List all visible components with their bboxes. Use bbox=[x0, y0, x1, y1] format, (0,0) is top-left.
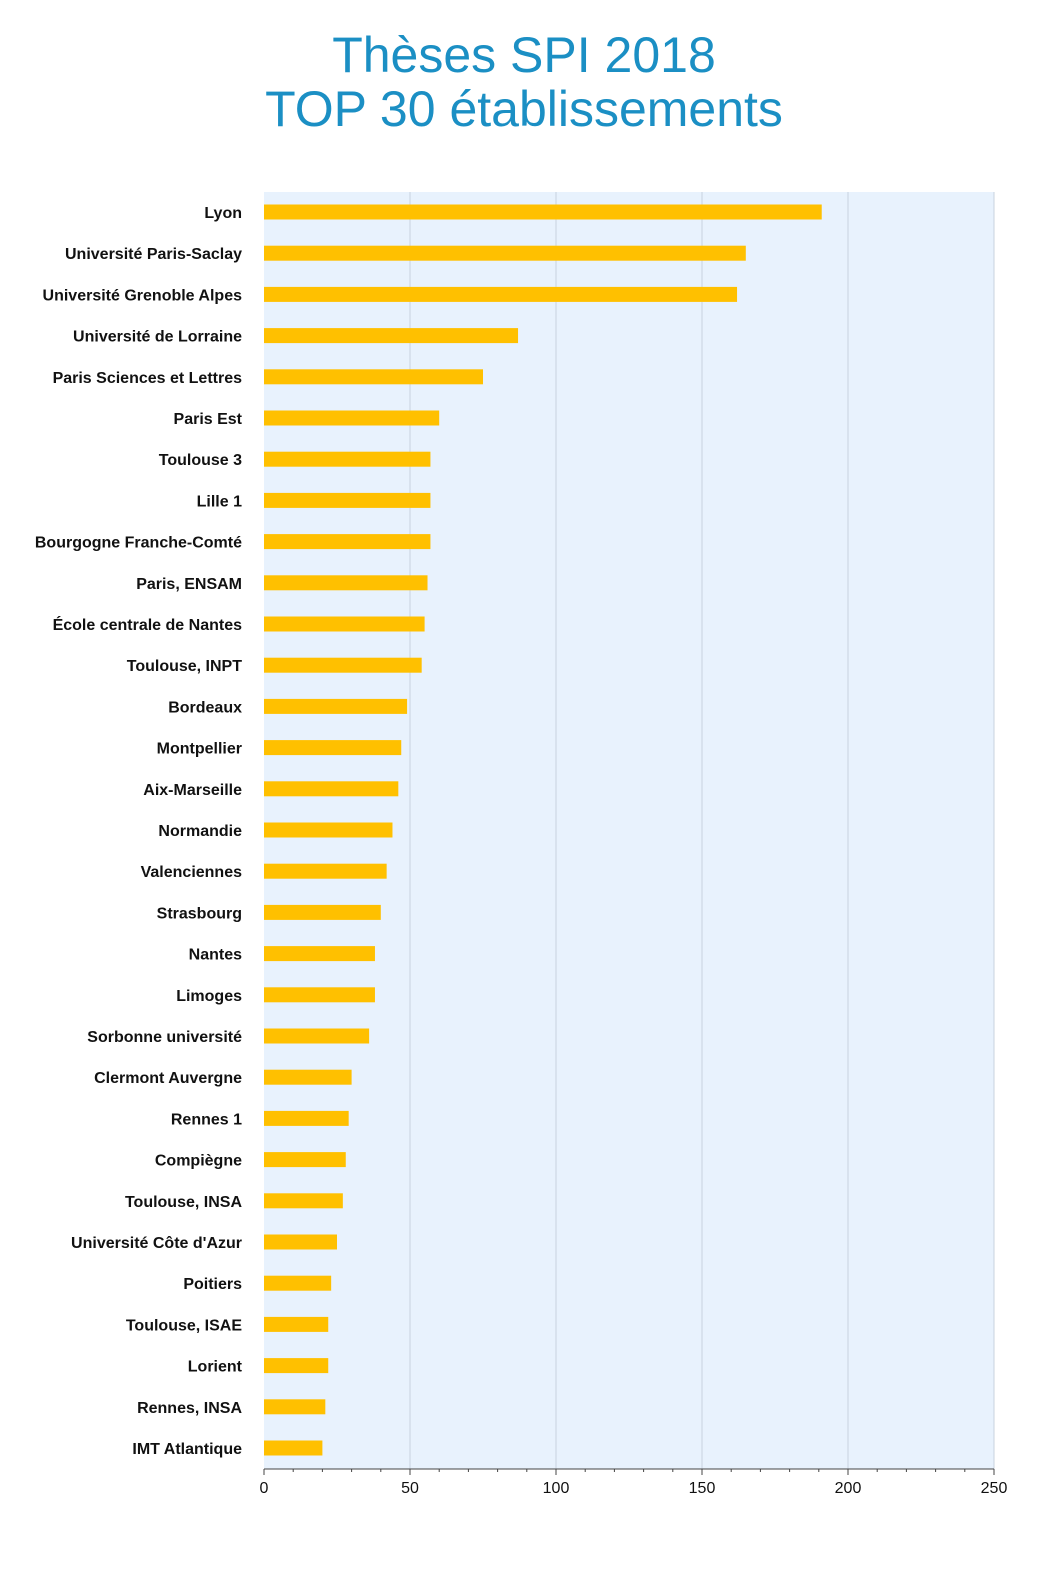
category-label: Toulouse, ISAE bbox=[126, 1317, 242, 1334]
bar bbox=[264, 1234, 337, 1250]
category-label: École centrale de Nantes bbox=[53, 615, 243, 634]
category-label: Compiègne bbox=[155, 1153, 242, 1170]
bar bbox=[264, 410, 440, 426]
category-label: Paris Est bbox=[174, 411, 243, 428]
bar bbox=[264, 1440, 323, 1456]
chart-title-line-2: TOP 30 établissements bbox=[265, 81, 783, 137]
category-label: Université Paris-Saclay bbox=[65, 246, 242, 263]
x-tick-label: 150 bbox=[689, 1480, 716, 1497]
bar bbox=[264, 904, 381, 920]
category-label: Université Grenoble Alpes bbox=[43, 287, 243, 304]
bar bbox=[264, 204, 822, 220]
bar bbox=[264, 1193, 343, 1209]
x-tick-label: 100 bbox=[543, 1480, 570, 1497]
category-label: Bordeaux bbox=[168, 699, 242, 716]
bar bbox=[264, 245, 746, 261]
bar bbox=[264, 575, 428, 591]
category-label: Toulouse, INPT bbox=[127, 658, 242, 675]
category-label: Normandie bbox=[158, 823, 242, 840]
bar bbox=[264, 616, 425, 632]
bar bbox=[264, 328, 519, 344]
x-axis: 0 50 100 150 200 250 bbox=[260, 1468, 1008, 1497]
bar bbox=[264, 781, 399, 797]
chart-title-line-1: Thèses SPI 2018 bbox=[332, 27, 716, 83]
gridlines bbox=[409, 192, 995, 1469]
bar bbox=[264, 1358, 329, 1374]
category-label: Rennes 1 bbox=[171, 1111, 242, 1128]
chart-title: Thèses SPI 2018 TOP 30 établissements bbox=[0, 28, 1048, 136]
category-label: Rennes, INSA bbox=[137, 1400, 242, 1417]
category-label: Poitiers bbox=[183, 1276, 242, 1293]
bar bbox=[264, 863, 387, 879]
bar bbox=[264, 822, 393, 838]
bar bbox=[264, 1028, 370, 1044]
bar bbox=[264, 1152, 346, 1168]
bar bbox=[264, 492, 431, 508]
bar bbox=[264, 1316, 329, 1332]
category-label: Université Côte d'Azur bbox=[71, 1235, 242, 1252]
category-label: Montpellier bbox=[157, 741, 242, 758]
category-label: IMT Atlantique bbox=[132, 1441, 242, 1458]
bar bbox=[264, 657, 422, 673]
x-tick-label: 50 bbox=[401, 1480, 419, 1497]
category-label: Toulouse 3 bbox=[159, 452, 242, 469]
x-tick-label: 200 bbox=[835, 1480, 862, 1497]
category-labels: Lyon Université Paris-Saclay Université Gr… bbox=[35, 205, 243, 1458]
category-label: Bourgogne Franche-Comté bbox=[35, 535, 242, 552]
bar bbox=[264, 740, 402, 756]
category-label: Lyon bbox=[204, 205, 242, 222]
category-label: Nantes bbox=[189, 947, 242, 964]
bar bbox=[264, 1399, 326, 1415]
category-label: Strasbourg bbox=[157, 905, 242, 922]
bar bbox=[264, 1110, 349, 1126]
bar bbox=[264, 369, 483, 385]
bars bbox=[264, 204, 822, 1456]
category-label: Toulouse, INSA bbox=[125, 1194, 242, 1211]
bar bbox=[264, 286, 738, 302]
bar bbox=[264, 1275, 332, 1291]
category-label: Sorbonne université bbox=[87, 1029, 242, 1046]
bar bbox=[264, 946, 375, 962]
bar bbox=[264, 987, 375, 1003]
category-label: Lille 1 bbox=[197, 493, 242, 510]
bar bbox=[264, 534, 431, 550]
x-tick-label: 250 bbox=[981, 1480, 1008, 1497]
category-label: Clermont Auvergne bbox=[94, 1070, 242, 1087]
category-label: Paris Sciences et Lettres bbox=[53, 370, 243, 387]
category-label: Limoges bbox=[176, 988, 242, 1005]
category-label: Université de Lorraine bbox=[73, 329, 242, 346]
category-label: Paris, ENSAM bbox=[136, 576, 242, 593]
bar bbox=[264, 451, 431, 467]
x-tick-label: 0 bbox=[260, 1480, 269, 1497]
bar bbox=[264, 1069, 352, 1085]
category-label: Aix-Marseille bbox=[143, 782, 242, 799]
bar bbox=[264, 698, 408, 714]
category-label: Lorient bbox=[188, 1359, 243, 1376]
category-label: Valenciennes bbox=[141, 864, 242, 881]
